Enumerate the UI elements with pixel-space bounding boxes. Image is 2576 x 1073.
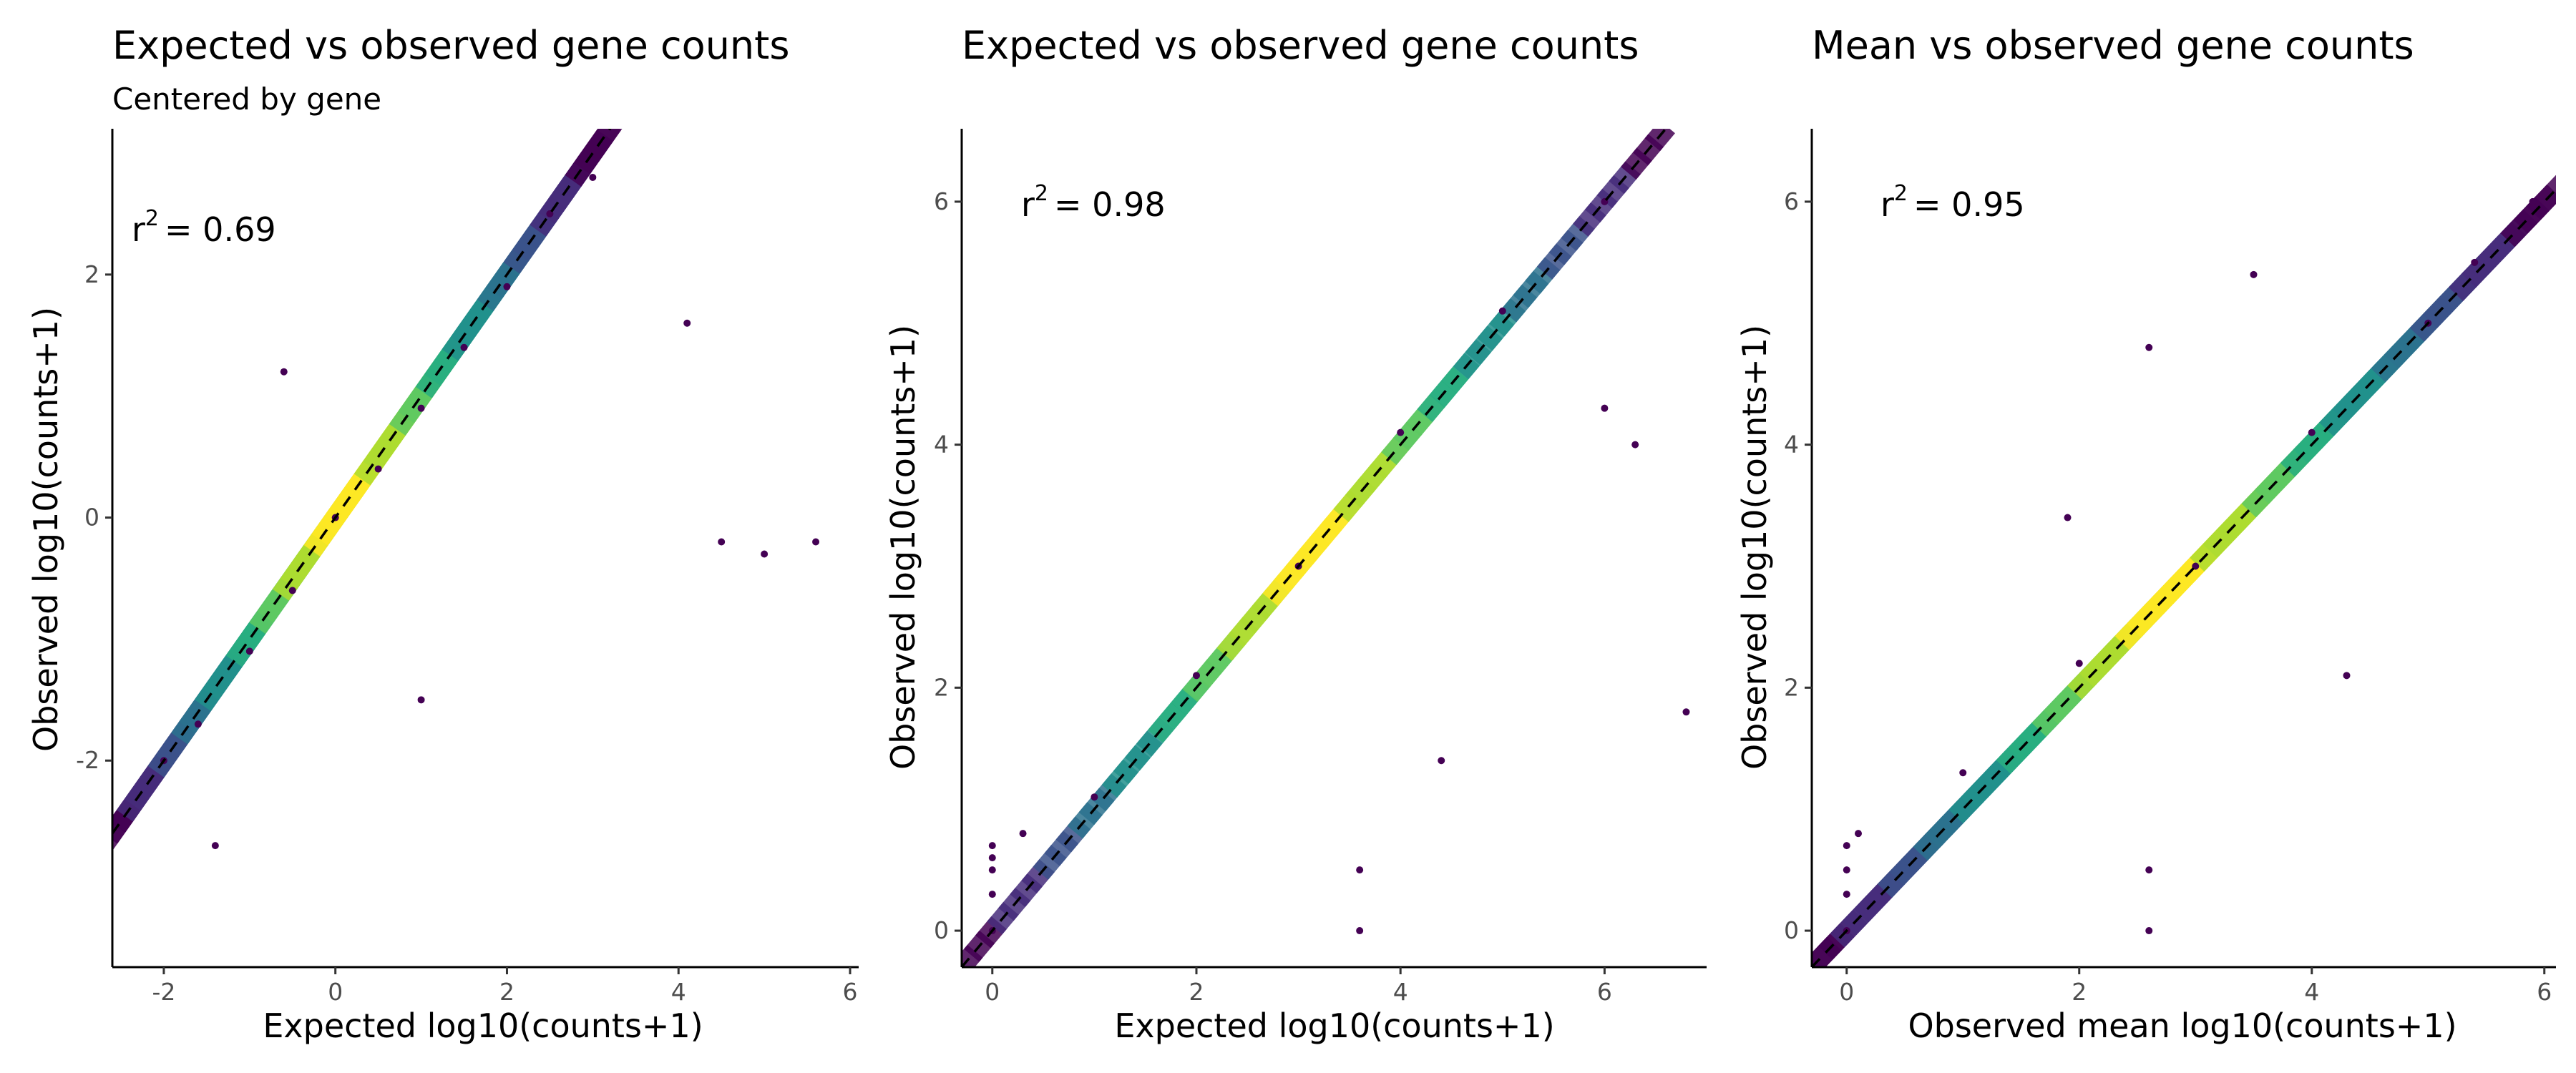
panel-1-title: Expected vs observed gene counts <box>112 23 789 68</box>
data-point <box>2145 866 2153 874</box>
data-point <box>718 538 726 546</box>
data-point <box>988 866 996 874</box>
data-point <box>2145 927 2153 935</box>
x-tick-label: 2 <box>2072 978 2087 1006</box>
y-tick-label: 2 <box>1784 673 1799 701</box>
x-tick-label: 6 <box>2537 978 2552 1006</box>
data-point <box>1843 842 1850 850</box>
x-tick-label: 2 <box>499 978 514 1006</box>
panel-3-plot-area <box>1812 172 2556 967</box>
panel-3-title: Mean vs observed gene counts <box>1812 23 2414 68</box>
data-point <box>245 647 253 655</box>
data-point <box>374 465 382 473</box>
data-point <box>2192 562 2200 570</box>
panel-3-y-axis-title: Observed log10(counts+1) <box>1735 325 1774 770</box>
x-tick-label: 6 <box>1597 978 1612 1006</box>
data-point <box>1843 866 1850 874</box>
data-point <box>2308 428 2316 436</box>
y-tick-label: 4 <box>934 431 949 459</box>
panel-2: Expected vs observed gene counts 0 2 4 6 0 2 4… <box>884 23 1707 1045</box>
data-point <box>1843 891 1850 898</box>
density-band <box>582 129 630 162</box>
data-point <box>194 720 202 728</box>
data-point <box>503 283 511 290</box>
data-point <box>1601 404 1609 412</box>
y-tick-label: 4 <box>1784 431 1799 459</box>
data-point <box>211 842 219 850</box>
panel-3-r2-annotation: r2 = 0.95 <box>1880 181 2025 224</box>
panel-2-y-axis-title: Observed log10(counts+1) <box>884 325 922 770</box>
data-point <box>1682 708 1690 716</box>
x-tick-label: 2 <box>1189 978 1204 1006</box>
x-tick-label: 0 <box>328 978 343 1006</box>
data-point <box>2343 672 2351 680</box>
data-point <box>812 538 820 546</box>
y-tick-label: 0 <box>934 916 949 944</box>
data-point <box>460 343 468 351</box>
data-point <box>1498 307 1506 315</box>
panel-2-axes: 0 2 4 6 0 2 4 6 <box>934 129 1707 1006</box>
data-point <box>1091 793 1098 801</box>
data-point <box>2250 270 2258 278</box>
y-tick-label: 0 <box>84 504 99 531</box>
x-tick-label: -2 <box>152 978 175 1006</box>
panel-1-plot-area <box>112 129 820 855</box>
data-point <box>1397 428 1405 436</box>
data-point <box>2471 258 2479 266</box>
panel-2-title: Expected vs observed gene counts <box>962 23 1639 68</box>
x-tick-label: 4 <box>2304 978 2319 1006</box>
data-point <box>988 891 996 898</box>
panel-1-y-axis-title: Observed log10(counts+1) <box>26 307 65 752</box>
data-point <box>1356 927 1364 935</box>
panel-1-x-axis-title: Expected log10(counts+1) <box>263 1006 703 1045</box>
panel-1-subtitle: Centered by gene <box>112 82 381 117</box>
y-tick-label: 2 <box>934 673 949 701</box>
data-point <box>1631 441 1639 449</box>
data-point <box>288 587 296 594</box>
panel-2-plot-area <box>962 129 1690 967</box>
x-tick-label: 4 <box>1393 978 1408 1006</box>
data-point <box>2064 514 2072 521</box>
data-point <box>1356 866 1364 874</box>
data-point <box>280 368 288 376</box>
panel-2-x-axis-title: Expected log10(counts+1) <box>1114 1006 1554 1045</box>
data-point <box>988 842 996 850</box>
y-tick-label: 2 <box>84 260 99 288</box>
data-point <box>988 854 996 862</box>
data-point <box>1438 757 1445 765</box>
y-tick-label: 6 <box>1784 187 1799 215</box>
panel-3-x-axis-title: Observed mean log10(counts+1) <box>1908 1006 2457 1045</box>
x-tick-label: 6 <box>843 978 858 1006</box>
data-point <box>761 550 769 558</box>
x-tick-label: 0 <box>1839 978 1854 1006</box>
data-point <box>1192 672 1200 680</box>
panel-2-r2-annotation: r2 = 0.98 <box>1021 181 1166 224</box>
data-points <box>988 197 1690 935</box>
data-point <box>2529 197 2537 205</box>
y-tick-label: -2 <box>76 746 99 774</box>
data-point <box>2075 660 2083 667</box>
y-tick-label: 0 <box>1784 916 1799 944</box>
identity-reference-line <box>112 129 612 835</box>
panel-3: Mean vs observed gene counts 0 2 4 6 0 2 4 6 r2… <box>1735 23 2556 1045</box>
data-point <box>1019 830 1027 838</box>
panel-1-r2-annotation: r2 = 0.69 <box>132 206 276 249</box>
data-point <box>589 173 597 181</box>
x-tick-label: 4 <box>671 978 686 1006</box>
panel-3-axes: 0 2 4 6 0 2 4 6 <box>1784 129 2556 1006</box>
data-point <box>2145 343 2153 351</box>
data-point <box>1855 830 1862 838</box>
data-point <box>683 319 691 327</box>
panel-1: Expected vs observed gene counts Centere… <box>26 23 859 1045</box>
data-point <box>1959 769 1967 777</box>
y-tick-label: 6 <box>934 187 949 215</box>
identity-reference-line <box>962 129 1668 967</box>
data-point <box>417 404 425 412</box>
data-point <box>417 696 425 704</box>
data-points <box>160 173 820 850</box>
panel-1-axes: -2 0 2 4 6 -2 0 2 <box>76 129 859 1006</box>
data-point <box>546 210 554 217</box>
x-tick-label: 0 <box>985 978 1000 1006</box>
